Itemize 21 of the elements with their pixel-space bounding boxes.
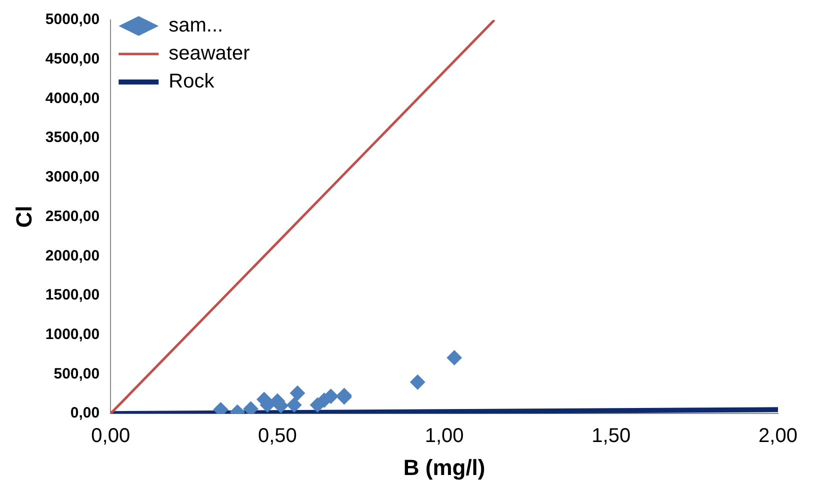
x-axis-title: B (mg/l) [403,454,486,480]
y-tick-label: 3500,00 [45,129,100,146]
y-tick-label: 3000,00 [45,168,100,186]
y-tick-label: 4500,00 [45,50,100,68]
y-tick-label: 2500,00 [45,208,100,225]
y-tick-label: 5000,00 [45,11,100,28]
legend-label: seawater [168,42,250,65]
y-axis-title: Cl [11,206,36,228]
legend-label: Rock [168,70,216,93]
y-tick-label: 1000,00 [45,326,100,344]
y-tick-label: 0,00 [70,404,100,422]
x-tick-label: 1,50 [592,425,631,448]
x-tick-label: 1,00 [424,425,464,448]
legend-label: sam... [168,14,224,37]
x-tick-label: 0,00 [91,425,130,448]
y-tick-label: 2000,00 [45,247,100,264]
x-tick-label: 0,50 [258,425,297,448]
y-tick-label: 500,00 [54,365,100,382]
y-tick-label: 4000,00 [45,90,100,107]
x-tick-label: 2,00 [758,425,798,448]
y-tick-label: 1500,00 [45,286,100,304]
